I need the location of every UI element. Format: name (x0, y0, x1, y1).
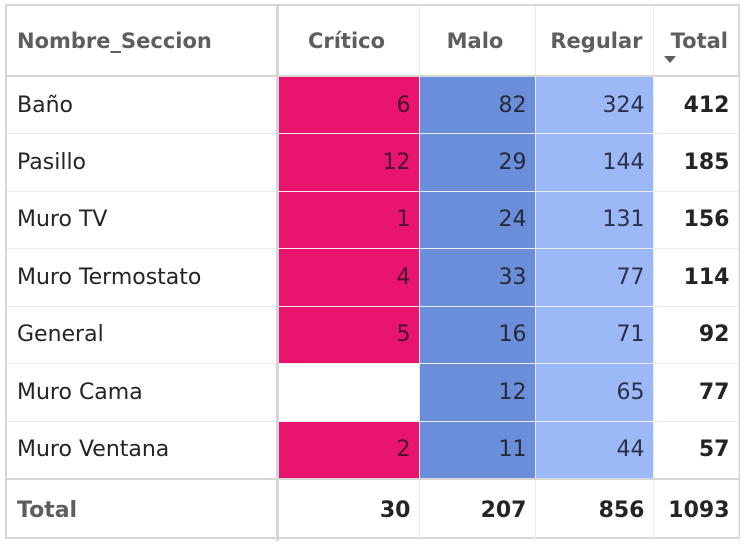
cell-total: 156 (653, 191, 739, 249)
column-header-malo[interactable]: Malo (419, 6, 536, 77)
column-header-nombre-seccion[interactable]: Nombre_Seccion (7, 6, 279, 77)
cell-regular: 324 (535, 76, 654, 134)
cell-total: 185 (653, 133, 739, 192)
row-name: Muro Termostato (7, 248, 279, 307)
cell-critico: 4 (277, 248, 420, 307)
table-row[interactable]: Muro Ventana 2 11 44 57 (7, 421, 739, 479)
row-name: General (7, 306, 279, 364)
column-header-critico[interactable]: Crítico (277, 6, 420, 77)
cell-regular: 65 (535, 363, 654, 422)
cell-regular: 144 (535, 133, 654, 192)
total-row-label: Total (7, 477, 279, 541)
cell-malo: 24 (419, 191, 536, 249)
cell-regular: 131 (535, 191, 654, 249)
matrix-table-visual: Nombre_Seccion Crítico Malo Regular Tota… (5, 4, 740, 541)
cell-total: 77 (653, 363, 739, 422)
table-row[interactable]: Muro Cama 12 65 77 (7, 363, 739, 422)
table-row[interactable]: Muro TV 1 24 131 156 (7, 191, 739, 249)
table-row[interactable]: Baño 6 82 324 412 (7, 76, 739, 134)
cell-critico: 2 (277, 421, 420, 479)
total-critico: 30 (277, 477, 420, 541)
cell-critico (277, 363, 420, 422)
cell-malo: 29 (419, 133, 536, 192)
cell-critico: 12 (277, 133, 420, 192)
cell-malo: 33 (419, 248, 536, 307)
total-regular: 856 (535, 477, 654, 541)
table-row[interactable]: Muro Termostato 4 33 77 114 (7, 248, 739, 307)
sort-descending-icon (664, 56, 676, 63)
column-header-total-label: Total (670, 28, 728, 53)
total-malo: 207 (419, 477, 536, 541)
total-grand: 1093 (653, 477, 739, 541)
matrix-table: Nombre_Seccion Crítico Malo Regular Tota… (7, 6, 739, 541)
total-row: Total 30 207 856 1093 (7, 477, 739, 541)
cell-regular: 77 (535, 248, 654, 307)
cell-malo: 82 (419, 76, 536, 134)
cell-critico: 1 (277, 191, 420, 249)
cell-malo: 16 (419, 306, 536, 364)
column-header-total[interactable]: Total (653, 6, 738, 77)
header-row: Nombre_Seccion Crítico Malo Regular Tota… (7, 6, 738, 77)
row-name: Baño (7, 76, 279, 134)
row-name: Muro Cama (7, 363, 279, 422)
cell-malo: 12 (419, 363, 536, 422)
cell-critico: 5 (277, 306, 420, 364)
row-name: Muro TV (7, 191, 279, 249)
table-row[interactable]: Pasillo 12 29 144 185 (7, 133, 739, 192)
cell-critico: 6 (277, 76, 420, 134)
table-row[interactable]: General 5 16 71 92 (7, 306, 739, 364)
cell-malo: 11 (419, 421, 536, 479)
cell-total: 57 (653, 421, 739, 479)
row-name: Muro Ventana (7, 421, 279, 479)
cell-regular: 71 (535, 306, 654, 364)
cell-total: 92 (653, 306, 739, 364)
cell-regular: 44 (535, 421, 654, 479)
row-name: Pasillo (7, 133, 279, 192)
column-header-regular[interactable]: Regular (535, 6, 654, 77)
cell-total: 114 (653, 248, 739, 307)
cell-total: 412 (653, 76, 739, 134)
